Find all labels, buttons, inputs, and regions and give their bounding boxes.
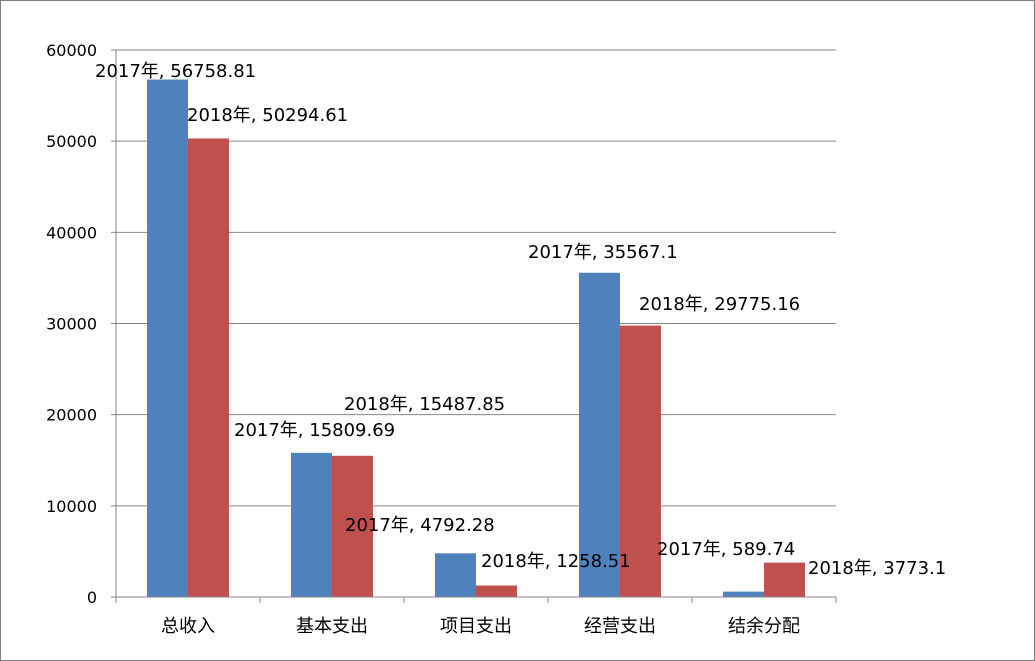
x-axis-categories: 总收入 基本支出 项目支出 经营支出 结余分配 xyxy=(161,616,800,637)
data-label: 2017年, 56758.81 xyxy=(95,61,256,82)
bar-series1 xyxy=(435,553,476,597)
data-label: 2018年, 50294.61 xyxy=(187,105,348,126)
data-label: 2017年, 35567.1 xyxy=(528,242,678,263)
x-category-label: 结余分配 xyxy=(728,616,800,637)
y-tick-label: 40000 xyxy=(46,223,97,242)
bar-series2 xyxy=(332,455,373,597)
x-category-label: 项目支出 xyxy=(440,616,512,637)
bars xyxy=(147,79,805,598)
x-category-label: 经营支出 xyxy=(584,616,656,637)
data-label: 2017年, 15809.69 xyxy=(234,420,395,441)
bar-series2 xyxy=(620,325,661,597)
data-label: 2018年, 15487.85 xyxy=(344,394,505,415)
y-tick-label: 10000 xyxy=(46,497,97,516)
y-tick-label: 30000 xyxy=(46,315,97,334)
y-tick-label: 50000 xyxy=(46,132,97,151)
data-label: 2018年, 29775.16 xyxy=(639,294,800,315)
data-label: 2018年, 1258.51 xyxy=(481,551,631,572)
x-axis xyxy=(115,50,837,603)
data-label: 2017年, 4792.28 xyxy=(345,515,495,536)
y-tick-label: 20000 xyxy=(46,406,97,425)
data-labels: 2017年, 56758.81 2017年, 15809.69 2017年, 479… xyxy=(95,61,946,579)
bar-series1 xyxy=(291,452,332,597)
bar-series2 xyxy=(188,138,229,597)
bar-series1 xyxy=(147,79,188,598)
data-label: 2018年, 3773.1 xyxy=(808,558,946,579)
bar-series2 xyxy=(764,562,805,597)
x-category-label: 总收入 xyxy=(161,616,215,637)
gridlines xyxy=(111,49,836,598)
bar-series1 xyxy=(579,272,620,597)
y-tick-label: 60000 xyxy=(46,41,97,60)
y-tick-label: 0 xyxy=(87,588,97,607)
x-category-label: 基本支出 xyxy=(296,616,368,637)
y-axis-ticks: 0 10000 20000 30000 40000 50000 60000 xyxy=(46,41,97,607)
bar-series2 xyxy=(476,585,517,597)
data-label: 2017年, 589.74 xyxy=(657,539,795,560)
bar-series1 xyxy=(723,591,764,597)
